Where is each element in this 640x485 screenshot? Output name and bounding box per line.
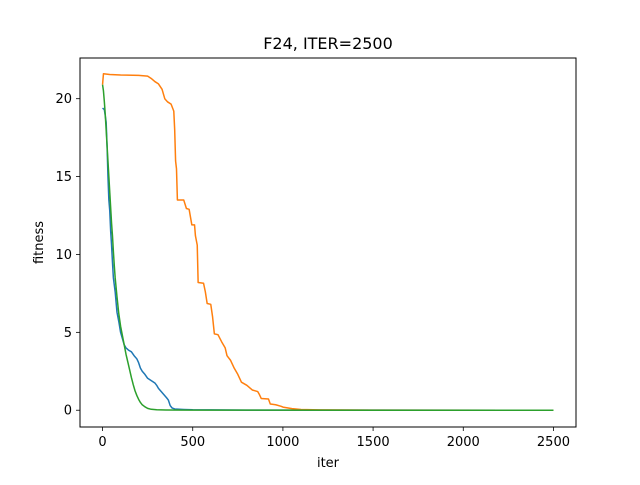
series-line-3 [101, 84, 554, 411]
y-tick-label: 10 [55, 248, 72, 263]
x-tick-label: 2500 [537, 435, 570, 450]
y-tick-label: 5 [64, 326, 72, 341]
chart-title: F24, ITER=2500 [263, 34, 393, 53]
x-tick-label: 2000 [447, 435, 480, 450]
x-tick-label: 500 [180, 435, 205, 450]
x-tick-label: 1000 [266, 435, 299, 450]
plot-area-frame [79, 57, 577, 428]
x-axis-label: iter [317, 456, 340, 471]
series-line-2 [101, 73, 554, 411]
y-tick-label: 15 [55, 170, 72, 185]
y-axis: 0 5 10 15 20 [55, 92, 80, 419]
series-line-1 [102, 107, 554, 411]
y-tick-label: 20 [55, 92, 72, 107]
y-tick-label: 0 [64, 404, 72, 419]
x-axis: 0 500 1000 1500 2000 2500 [98, 427, 570, 450]
series-layer [101, 73, 554, 411]
x-tick-label: 0 [98, 435, 106, 450]
x-tick-label: 1500 [357, 435, 390, 450]
y-axis-label: fitness [32, 221, 47, 264]
